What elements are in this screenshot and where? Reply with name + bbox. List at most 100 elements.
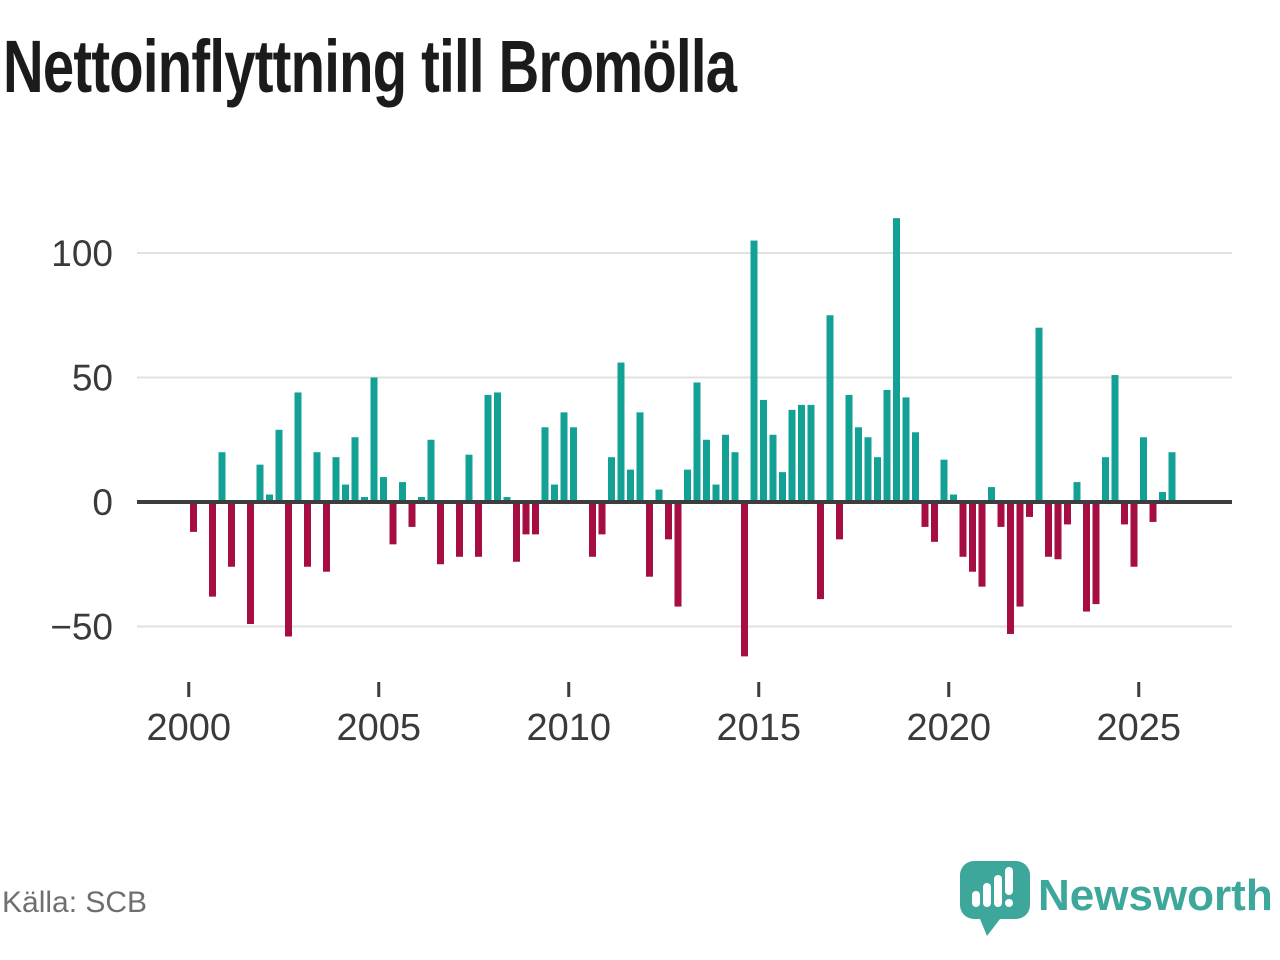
bar-2019-q2 xyxy=(921,502,929,527)
bar-2007-q4 xyxy=(484,394,492,502)
newsworthy-logo-icon: Newsworthy xyxy=(960,861,1272,936)
bar-2024-q3 xyxy=(1121,502,1128,525)
bar-2001-q3 xyxy=(247,502,254,625)
bar-2023-q4 xyxy=(1092,502,1100,605)
bar-2012-q3 xyxy=(665,502,672,540)
bar-2003-q3 xyxy=(323,502,330,572)
bar-2020-q4 xyxy=(978,502,986,587)
bar-2001-q1 xyxy=(228,502,235,567)
x-tick-2015 xyxy=(757,682,761,697)
bar-2007-q1 xyxy=(456,502,463,557)
bar-2014-q3 xyxy=(741,502,748,657)
bar-2009-q3 xyxy=(551,484,558,502)
bar-2006-q1 xyxy=(418,497,425,502)
bar-2024-q1 xyxy=(1102,457,1109,502)
bar-2024-q4 xyxy=(1130,502,1138,567)
bar-2000-q1 xyxy=(190,502,197,532)
bar-2012-q2 xyxy=(655,489,663,502)
bar-2022-q2 xyxy=(1035,327,1043,502)
bar-2011-q3 xyxy=(627,469,634,502)
bar-2011-q1 xyxy=(608,457,615,502)
bar-2010-q4 xyxy=(598,502,606,535)
bar-2013-q3 xyxy=(703,439,710,502)
bar-2017-q3 xyxy=(855,427,862,502)
bar-2008-q3 xyxy=(513,502,520,562)
bar-2004-q4 xyxy=(370,377,378,502)
bar-2013-q2 xyxy=(693,382,701,502)
bar-2022-q3 xyxy=(1045,502,1052,557)
bar-2021-q1 xyxy=(988,487,995,502)
source-label: Källa: SCB xyxy=(2,886,148,919)
bar-2004-q1 xyxy=(342,484,349,502)
bar-2011-q2 xyxy=(617,362,625,502)
y-tick-label-0: 0 xyxy=(92,482,113,523)
bar-2012-q1 xyxy=(646,502,653,577)
newsworthy-wordmark: Newsworthy xyxy=(1038,871,1272,920)
logo-bar-chart-glyph xyxy=(972,867,1013,907)
bar-2008-q4 xyxy=(522,502,530,535)
y-tick-label--50: −50 xyxy=(50,607,113,648)
bar-2025-q2 xyxy=(1149,502,1157,522)
bar-2025-q1 xyxy=(1140,437,1147,502)
bar-2021-q3 xyxy=(1007,502,1014,634)
bar-2015-q3 xyxy=(779,472,786,502)
bar-2019-q3 xyxy=(931,502,938,542)
bar-2015-q4 xyxy=(788,409,796,502)
bar-2012-q4 xyxy=(674,502,682,607)
bar-2002-q4 xyxy=(294,392,302,502)
x-tick-label-2025: 2025 xyxy=(1096,707,1181,749)
bar-2019-q4 xyxy=(940,459,948,502)
x-tick-2010 xyxy=(567,682,571,697)
chart-title: Nettoinflyttning till Bromölla xyxy=(3,25,737,108)
bar-2010-q3 xyxy=(589,502,596,557)
bar-2001-q4 xyxy=(256,464,264,502)
bar-2020-q3 xyxy=(969,502,976,572)
bar-2023-q3 xyxy=(1083,502,1090,612)
grid-line--50 xyxy=(137,625,1232,628)
newsworthy-logo-lockup: Newsworthy xyxy=(952,853,1272,937)
x-tick-2000 xyxy=(187,682,191,697)
bar-2015-q1 xyxy=(760,399,767,502)
bar-2024-q2 xyxy=(1111,375,1119,502)
grid-line-100 xyxy=(137,252,1232,254)
bar-2009-q4 xyxy=(560,412,568,502)
x-tick-label-2010: 2010 xyxy=(526,707,611,749)
bar-2005-q3 xyxy=(399,482,406,502)
logo-bubble xyxy=(960,861,1030,936)
bar-2022-q1 xyxy=(1026,502,1033,517)
x-tick-label-2020: 2020 xyxy=(906,707,991,749)
bar-2002-q1 xyxy=(266,494,273,502)
x-tick-2005 xyxy=(377,682,381,697)
bar-2022-q4 xyxy=(1054,502,1062,560)
bar-2005-q2 xyxy=(389,502,397,545)
bar-2000-q4 xyxy=(218,452,226,502)
bar-2000-q3 xyxy=(209,502,216,597)
logo-exclamation-glyph xyxy=(1005,867,1013,907)
bar-2002-q3 xyxy=(285,502,292,637)
bar-2007-q3 xyxy=(475,502,482,557)
bar-2017-q2 xyxy=(845,394,853,502)
bar-2020-q1 xyxy=(950,494,957,502)
bar-2015-q2 xyxy=(769,434,777,502)
bar-2013-q1 xyxy=(684,469,691,502)
bar-2011-q4 xyxy=(636,412,644,502)
bar-2003-q1 xyxy=(304,502,311,567)
bar-2005-q1 xyxy=(380,477,387,502)
bar-2018-q2 xyxy=(883,389,891,502)
bar-2008-q2 xyxy=(503,497,511,502)
bar-2014-q4 xyxy=(750,240,758,503)
bar-2016-q3 xyxy=(817,502,824,600)
zero-line xyxy=(137,500,1232,504)
bar-2017-q4 xyxy=(864,437,872,502)
bar-2021-q2 xyxy=(997,502,1005,527)
bar-2005-q4 xyxy=(408,502,416,527)
y-tick-label-50: 50 xyxy=(72,358,113,399)
bar-2019-q1 xyxy=(912,432,919,502)
bar-2008-q1 xyxy=(494,392,501,502)
bar-2007-q2 xyxy=(465,454,473,502)
bar-2006-q3 xyxy=(437,502,444,565)
bar-2016-q2 xyxy=(807,404,815,502)
y-tick-label-100: 100 xyxy=(51,233,113,274)
